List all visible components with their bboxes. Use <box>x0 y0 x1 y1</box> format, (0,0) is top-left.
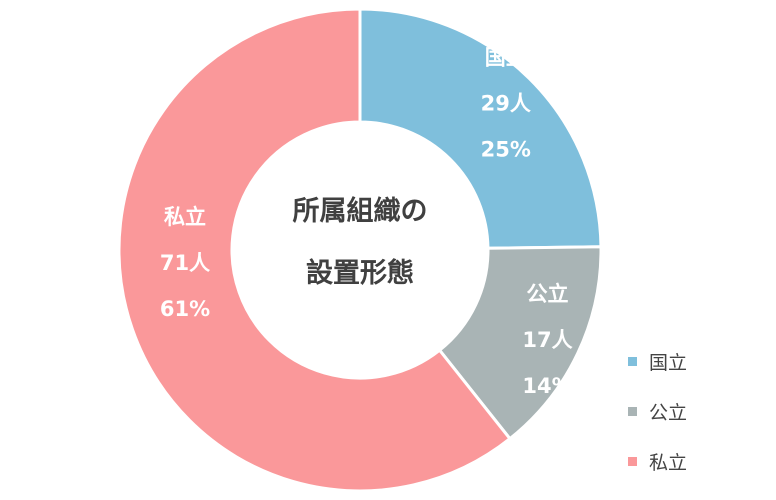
legend-label: 国立 <box>649 351 688 374</box>
legend: 国立 公立 私立 <box>628 348 687 498</box>
legend-label: 私立 <box>649 451 688 474</box>
legend-swatch <box>628 456 637 466</box>
slice-labels-group: 国立 29人 25% 公立 17人 14% 私立 71人 61% <box>160 45 573 398</box>
legend-item-shiritsu: 私立 <box>628 448 687 474</box>
slice-label-name-2: 私立 <box>164 205 206 229</box>
slice-label-percent-1: 14% <box>522 374 572 398</box>
legend-label: 公立 <box>649 401 688 424</box>
slice-label-percent-2: 61% <box>160 297 210 321</box>
slice-label-name-1: 公立 <box>527 282 569 306</box>
center-title-line-1: 所属組織の <box>293 195 428 227</box>
legend-item-kouritsu: 公立 <box>628 398 687 424</box>
slice-label-count-2: 71人 <box>160 251 210 275</box>
slices-group <box>117 7 603 493</box>
center-title-line-2: 設置形態 <box>306 257 414 289</box>
slice-label-count-0: 29人 <box>481 91 531 115</box>
slice-label-name-0: 国立 <box>485 45 527 69</box>
donut-slice-2 <box>117 7 513 493</box>
donut-slice-0 <box>358 7 603 250</box>
legend-item-kokuritsu: 国立 <box>628 348 687 374</box>
legend-swatch <box>628 406 637 416</box>
slice-label-percent-0: 25% <box>481 137 531 161</box>
legend-swatch <box>628 356 637 366</box>
donut-slice-1 <box>437 245 603 441</box>
slice-label-count-1: 17人 <box>522 328 572 352</box>
